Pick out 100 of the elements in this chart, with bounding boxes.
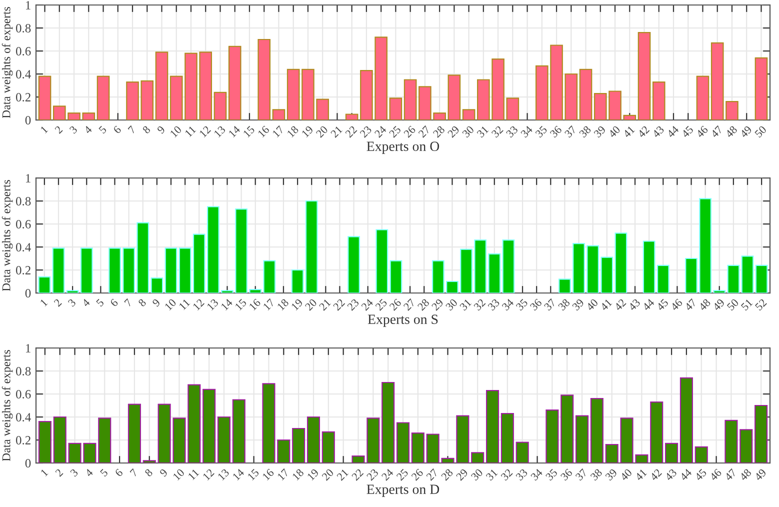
x-tick-label: 15 [247, 468, 260, 481]
x-tick-label: 21 [318, 298, 332, 311]
x-tick-label: 42 [650, 468, 662, 482]
x-tick-label: 35 [545, 468, 558, 481]
bar [500, 412, 514, 463]
x-tick-label: 1 [40, 298, 48, 307]
bar [38, 421, 52, 463]
x-tick-label: 28 [440, 468, 454, 481]
y-tick-label: 0.2 [16, 93, 30, 102]
x-tick-label: 27 [403, 298, 416, 311]
x-tick-label: 22 [344, 126, 358, 138]
x-tick-label: 7 [128, 125, 136, 134]
bar [579, 68, 592, 120]
bar [696, 76, 710, 120]
y-tick-label: 1 [26, 1, 30, 10]
x-tick-label: 38 [558, 298, 570, 311]
x-tick-label: 33 [506, 125, 518, 138]
x-tick-label: 43 [628, 298, 641, 312]
y-tick-label: 0.8 [16, 197, 31, 206]
x-tick-label: 14 [228, 125, 241, 138]
x-axis-title: Experts on D [366, 484, 440, 497]
x-tick-label: 43 [664, 468, 678, 482]
x-tick-label: 33 [488, 298, 500, 311]
bar [680, 377, 693, 463]
bar [155, 52, 168, 120]
x-tick-label: 4 [84, 468, 94, 478]
x-tick-label: 39 [594, 125, 606, 138]
bar [52, 248, 65, 293]
bar [38, 276, 51, 293]
y-tick-label: 0.8 [16, 367, 31, 376]
x-tick-label: 50 [726, 298, 740, 311]
x-tick-label: 49 [754, 468, 767, 482]
x-tick-label: 25 [375, 298, 388, 311]
bar [389, 98, 402, 120]
y-axis-title: Data weights of experts [2, 350, 13, 462]
x-tick-label: 47 [710, 125, 723, 138]
bar [258, 38, 270, 120]
bar [650, 401, 664, 463]
x-tick-label: 42 [637, 126, 650, 138]
bar [164, 248, 178, 293]
y-tick-label: 0.6 [16, 220, 31, 229]
bar [272, 109, 286, 120]
bar [590, 398, 604, 463]
bar [38, 76, 52, 120]
bar [665, 442, 678, 463]
bar [614, 232, 628, 293]
bar [217, 416, 230, 463]
x-tick-label: 1 [40, 468, 48, 477]
x-tick-label: 39 [572, 298, 584, 311]
y-tick-label: 0.8 [16, 24, 31, 33]
bar [576, 415, 589, 463]
bar [286, 68, 300, 120]
x-tick-label: 2 [54, 468, 64, 477]
x-tick-label: 11 [188, 468, 200, 480]
x-tick-label: 25 [388, 125, 402, 138]
x-tick-label: 25 [396, 468, 409, 481]
bar [694, 446, 708, 463]
x-tick-label: 22 [351, 468, 364, 481]
x-tick-label: 38 [578, 125, 592, 138]
x-tick-label: 10 [172, 468, 185, 481]
x-tick-label: 8 [142, 125, 151, 134]
x-tick-label: 5 [96, 298, 104, 307]
bar [305, 200, 318, 293]
x-tick-label: 46 [670, 298, 683, 312]
y-tick-label: 0 [25, 116, 31, 124]
x-tick-label: 31 [476, 126, 489, 138]
bar [292, 428, 306, 463]
x-tick-label: 3 [68, 298, 76, 307]
x-tick-label: 13 [214, 125, 226, 138]
x-tick-label: 15 [234, 298, 247, 311]
x-tick-label: 44 [666, 125, 680, 138]
x-tick-label: 18 [292, 468, 304, 481]
x-tick-label: 30 [470, 468, 484, 481]
x-tick-label: 32 [500, 468, 513, 481]
bar [724, 420, 738, 463]
bar [202, 388, 216, 463]
x-tick-label: 31 [486, 468, 498, 481]
x-tick-label: 39 [604, 468, 618, 481]
x-tick-label: 3 [69, 125, 78, 134]
x-tick-label: 21 [336, 468, 349, 481]
x-tick-label: 7 [124, 298, 132, 307]
x-tick-label: 41 [622, 126, 635, 138]
x-tick-label: 5 [98, 125, 107, 134]
x-tick-label: 51 [740, 298, 753, 311]
x-tick-label: 18 [286, 125, 299, 138]
x-tick-label: 7 [130, 468, 138, 477]
x-tick-label: 16 [248, 298, 262, 311]
x-tick-label: 41 [634, 468, 648, 482]
x-tick-label: 26 [389, 298, 402, 311]
bar [306, 416, 320, 463]
x-tick-label: 15 [242, 125, 256, 138]
x-tick-label: 21 [330, 126, 343, 138]
x-tick-label: 2 [54, 298, 62, 307]
bar [348, 236, 360, 293]
x-tick-label: 24 [360, 298, 374, 311]
x-tick-label: 45 [656, 298, 669, 312]
x-tick-label: 12 [199, 126, 211, 138]
bar [345, 114, 358, 120]
x-tick-label: 5 [100, 468, 108, 477]
x-tick-label: 33 [515, 468, 528, 481]
